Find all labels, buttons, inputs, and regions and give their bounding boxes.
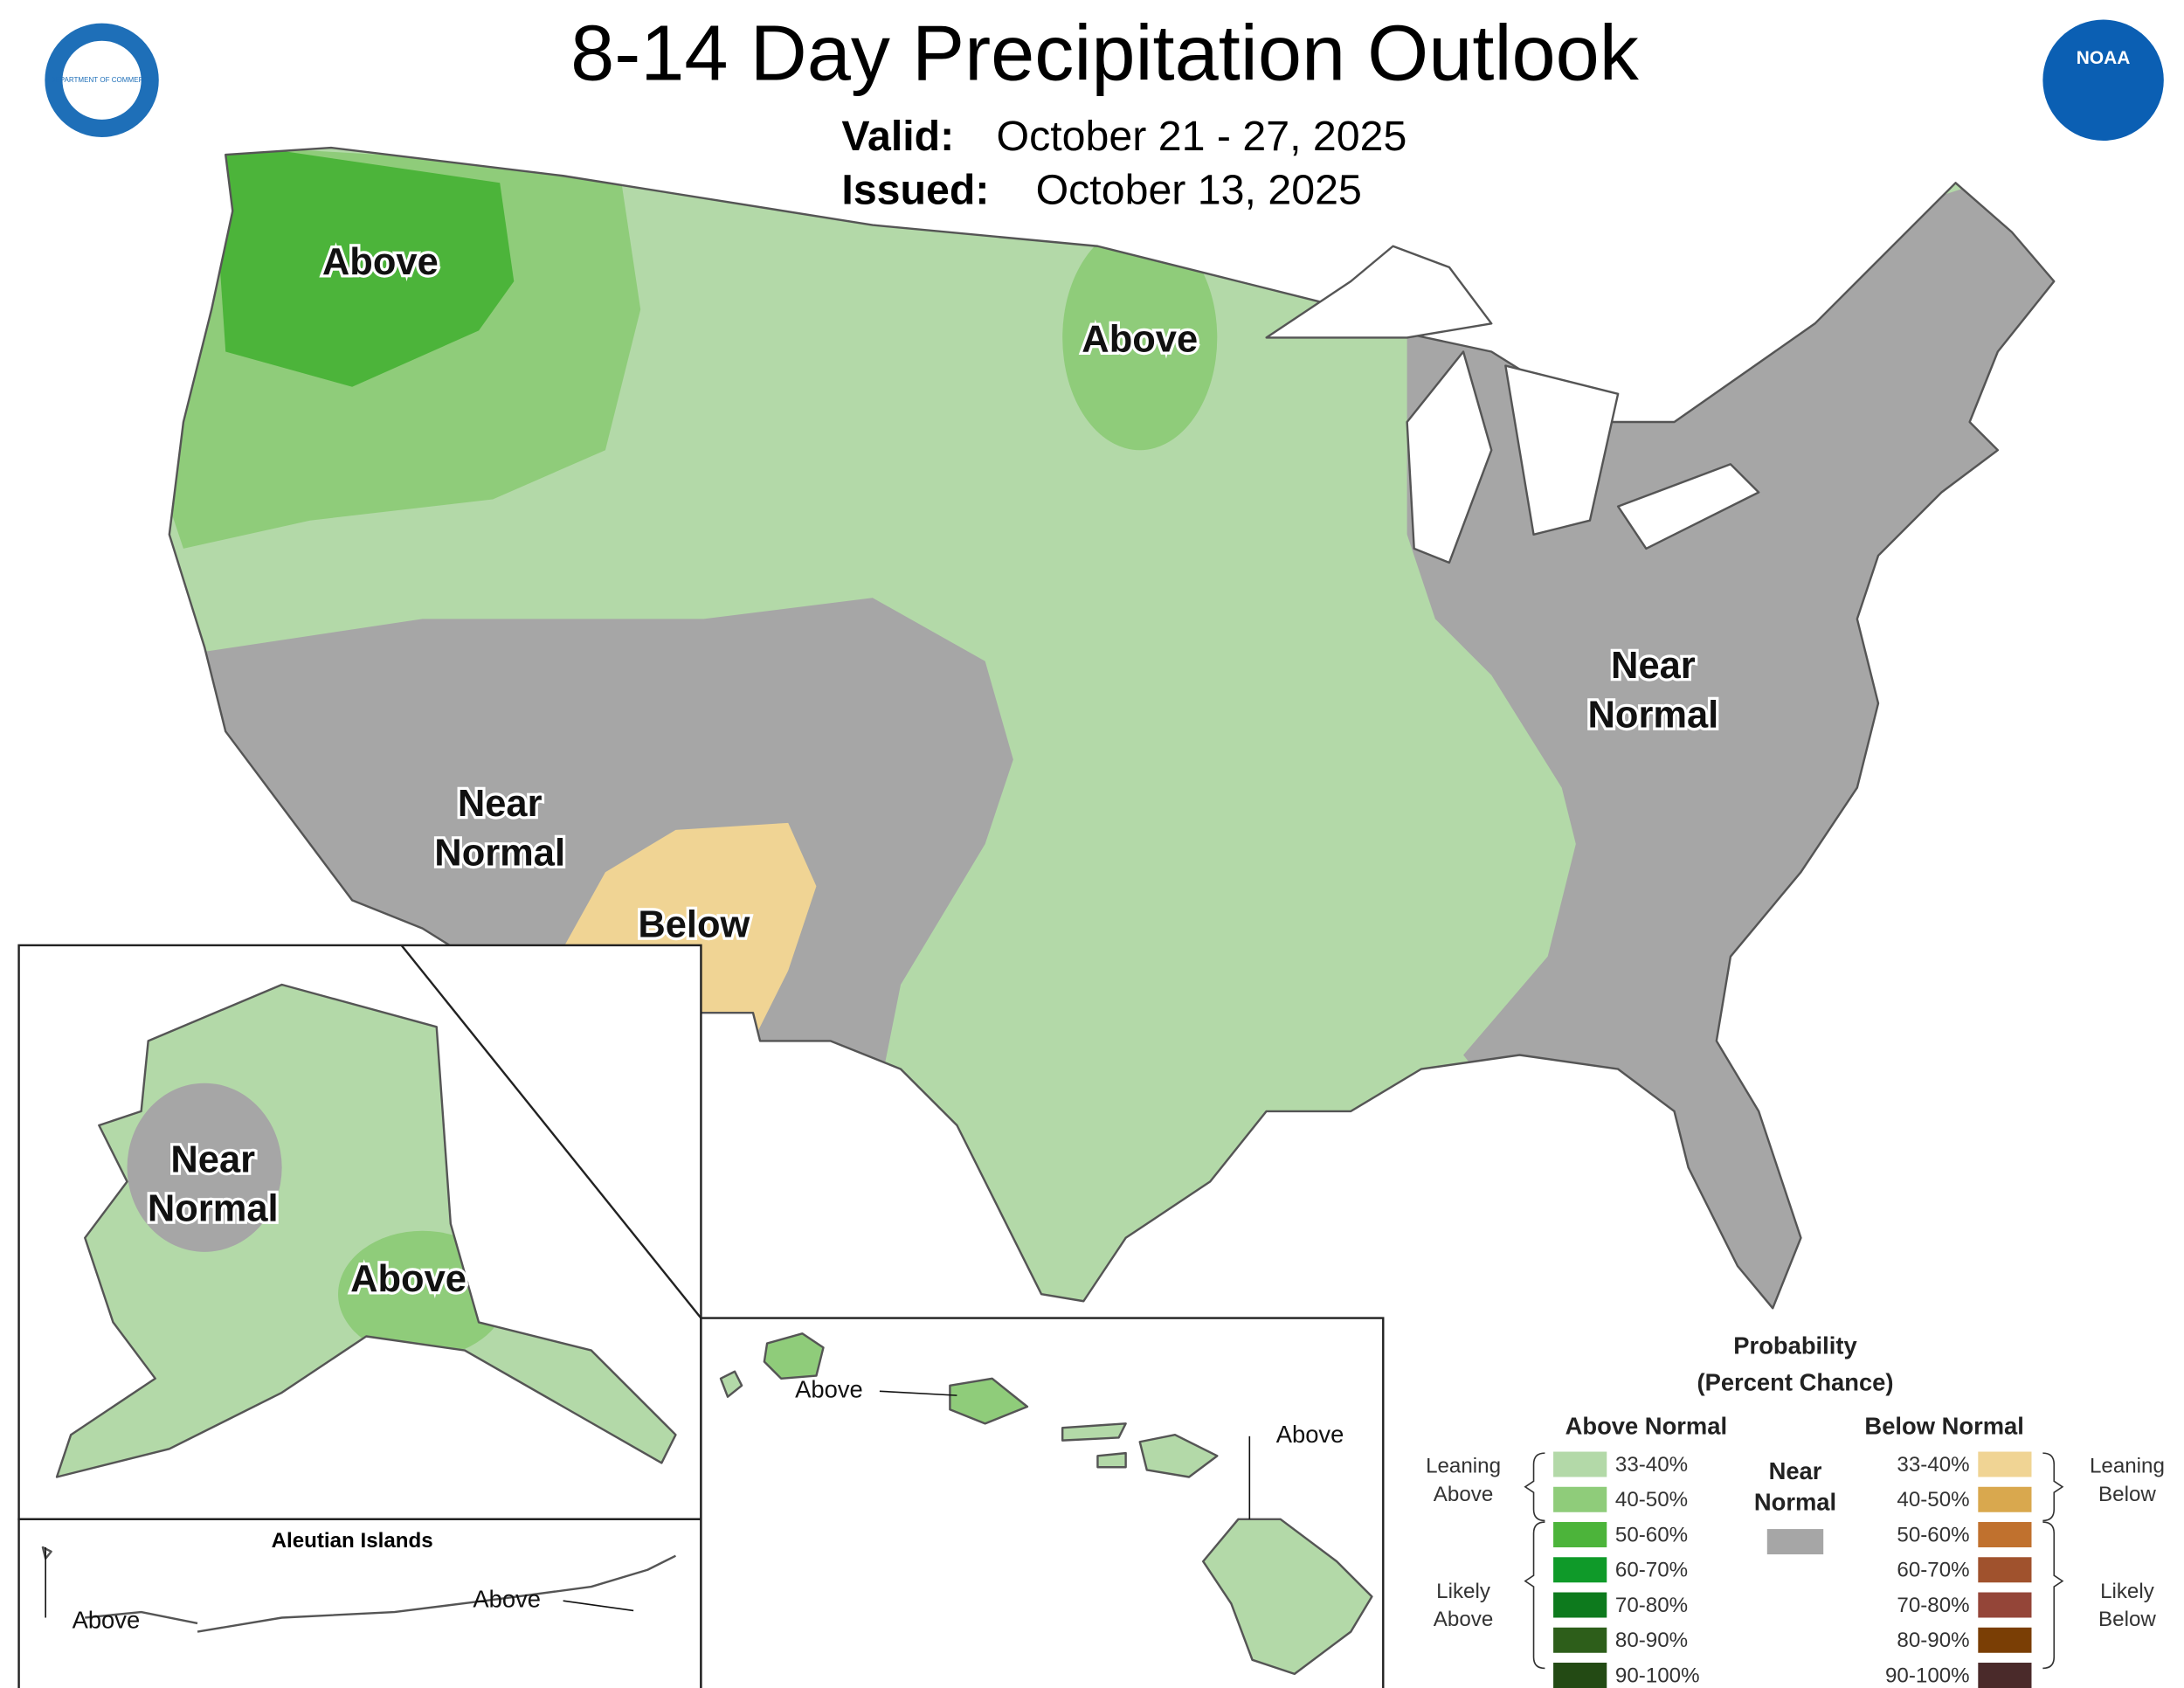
legend-label: 33-40% [1897,1453,1969,1477]
legend-header: Below Normal [1864,1412,2023,1439]
legend-group: Below [2098,1483,2156,1506]
inset-line [400,944,702,1319]
legend-group: Likely [1436,1580,1491,1603]
legend-swatch [1978,1663,2032,1688]
island [1201,1518,1373,1676]
map-label: Above [322,241,439,283]
legend-swatch [1978,1522,2032,1547]
valid-dates: October 21 - 27, 2025 [997,113,1407,160]
legend-swatch [1766,1529,1824,1555]
legend-swatch [1978,1451,2032,1477]
legend-swatch [1978,1592,2032,1618]
legend-swatch [1553,1592,1607,1618]
legend-label: 80-90% [1615,1629,1688,1652]
island [1061,1422,1219,1478]
map-label: Above [1276,1421,1344,1448]
seal-text: DEPARTMENT OF COMMERCE [51,76,155,84]
map-label: Normal [1588,695,1719,737]
zone [169,598,1013,1125]
legend-label: 33-40% [1615,1453,1688,1477]
legend-swatch [1553,1486,1607,1512]
map-label: Near [170,1138,255,1180]
legend-label: 80-90% [1897,1629,1969,1652]
legend-swatch [1553,1522,1607,1547]
legend-near-label: Near [1769,1457,1822,1484]
legend-group: Likely [2100,1580,2155,1603]
island [949,1377,1029,1425]
map-label: Near [458,783,543,825]
seal-center [62,40,142,120]
zone [211,148,515,387]
valid-label: Valid: [841,113,954,160]
map-label: Normal [434,832,565,874]
legend-label: 60-70% [1897,1559,1969,1582]
legend-swatch [1978,1627,2032,1653]
inset-title: Aleutian Islands [272,1529,433,1553]
issued-date: October 13, 2025 [1036,166,1362,213]
legend-title: (Percent Chance) [1697,1368,1893,1395]
legend-label: 70-80% [1615,1594,1688,1617]
leader [879,1390,957,1396]
island [719,1370,743,1398]
legend-swatch [1553,1663,1607,1688]
legend-label: 50-60% [1615,1523,1688,1546]
legend-label: 40-50% [1897,1488,1969,1512]
legend-label: 70-80% [1897,1594,1969,1617]
noaa-text: NOAA [2077,48,2131,68]
legend-group: Leaning [2090,1455,2165,1478]
legend-label: 50-60% [1897,1523,1969,1546]
legend-group: Above [1434,1608,1493,1631]
legend-group: Below [2098,1608,2156,1631]
legend-label: 90-100% [1615,1664,1700,1687]
legend-near-label: Normal [1754,1488,1836,1515]
aleutian-islands [41,1546,676,1633]
map-label: Above [1082,319,1198,361]
noaa-logo [2042,19,2164,141]
zone [1062,225,1218,451]
legend-label: 40-50% [1615,1488,1688,1512]
legend-swatch [1978,1557,2032,1583]
issued-label: Issued: [841,166,989,213]
map-label: Normal [148,1188,279,1230]
zone [127,1083,282,1252]
legend-swatch [1553,1451,1607,1477]
map-label: Above [350,1258,467,1300]
map-label: Below [638,903,750,945]
hawaii-islands [719,1332,1373,1676]
map-label: Above [473,1585,541,1612]
title: 8-14 Day Precipitation Outlook [570,9,1640,97]
legend-header: Above Normal [1565,1412,1727,1439]
map-label: Above [73,1607,141,1634]
legend-group: Above [1434,1483,1493,1506]
map-label: Above [795,1376,863,1403]
island [763,1332,825,1380]
legend-brace [1524,1452,2064,1670]
legend-label: 90-100% [1885,1664,1970,1687]
great-lakes [1265,245,1760,564]
legend-swatch [1978,1486,2032,1512]
leader [563,1600,634,1612]
legend-swatch [1553,1627,1607,1653]
legend-group: Leaning [1426,1455,1501,1478]
map-label: Near [1611,645,1696,687]
legend-swatch [1553,1557,1607,1583]
legend-title: Probability [1733,1332,1857,1359]
legend-label: 60-70% [1615,1559,1688,1582]
